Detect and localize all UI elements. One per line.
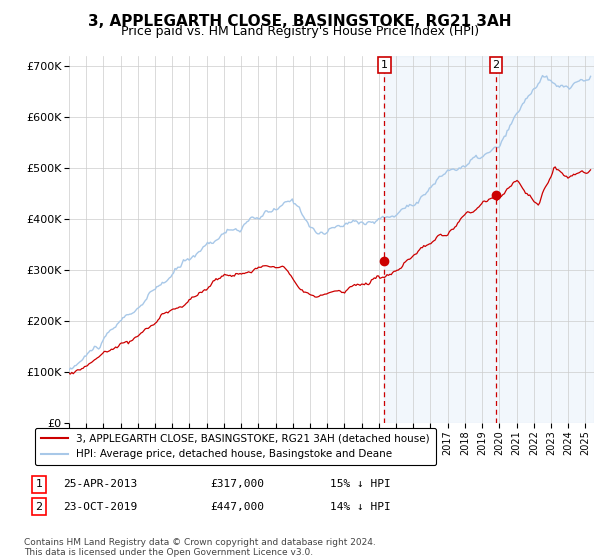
Text: 25-APR-2013: 25-APR-2013 xyxy=(63,479,137,489)
Text: 2: 2 xyxy=(493,60,500,70)
Text: £317,000: £317,000 xyxy=(210,479,264,489)
Text: 14% ↓ HPI: 14% ↓ HPI xyxy=(330,502,391,512)
Text: 1: 1 xyxy=(35,479,43,489)
Text: £447,000: £447,000 xyxy=(210,502,264,512)
Bar xyxy=(385,56,594,423)
Text: Price paid vs. HM Land Registry's House Price Index (HPI): Price paid vs. HM Land Registry's House … xyxy=(121,25,479,38)
Text: Contains HM Land Registry data © Crown copyright and database right 2024.
This d: Contains HM Land Registry data © Crown c… xyxy=(24,538,376,557)
Text: 15% ↓ HPI: 15% ↓ HPI xyxy=(330,479,391,489)
Text: 3, APPLEGARTH CLOSE, BASINGSTOKE, RG21 3AH: 3, APPLEGARTH CLOSE, BASINGSTOKE, RG21 3… xyxy=(88,14,512,29)
Text: 23-OCT-2019: 23-OCT-2019 xyxy=(63,502,137,512)
Text: 1: 1 xyxy=(381,60,388,70)
Text: 2: 2 xyxy=(35,502,43,512)
Legend: 3, APPLEGARTH CLOSE, BASINGSTOKE, RG21 3AH (detached house), HPI: Average price,: 3, APPLEGARTH CLOSE, BASINGSTOKE, RG21 3… xyxy=(35,428,436,465)
